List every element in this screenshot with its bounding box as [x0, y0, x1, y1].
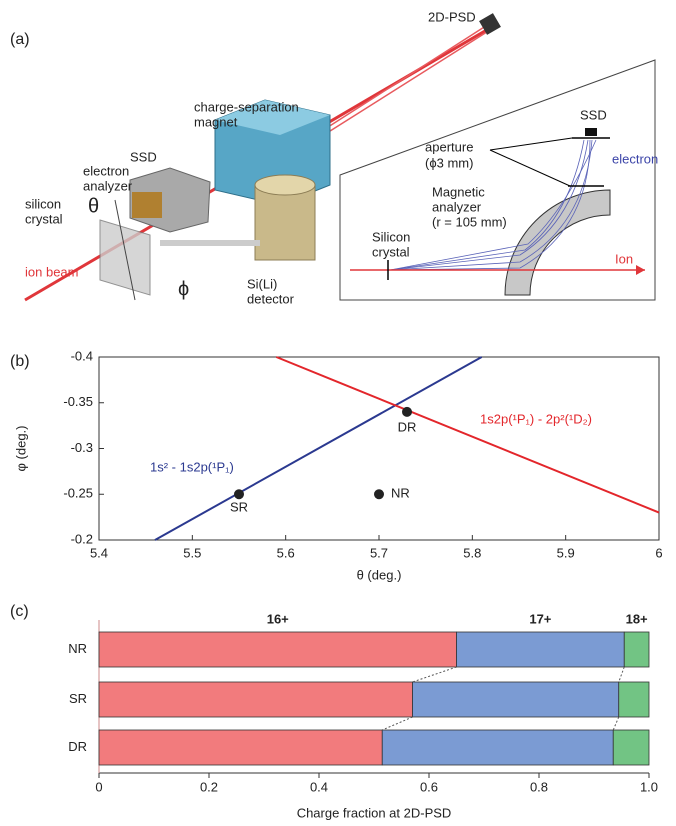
ssd-detector: [585, 128, 597, 136]
y-axis-label: φ (deg.): [13, 425, 28, 471]
label: analyzer: [83, 178, 133, 193]
category-label: DR: [68, 739, 87, 754]
x-tick-label: 5.8: [463, 545, 481, 560]
detector-top: [255, 175, 315, 195]
data-line: [276, 357, 659, 513]
diagram: (a) 2D-PSD charge-separation magnet elec…: [10, 9, 658, 306]
label: magnet: [194, 114, 238, 129]
x-tick-label: 1.0: [640, 779, 658, 794]
detector-body: [255, 185, 315, 260]
connector: [382, 717, 412, 730]
x-tick-label: 0.8: [530, 779, 548, 794]
label: charge-separation: [194, 99, 299, 114]
category-label: NR: [68, 641, 87, 656]
bar-segment: [619, 682, 649, 717]
category-label: SR: [69, 691, 87, 706]
series-label: 17+: [529, 611, 551, 626]
bar-segment: [99, 632, 457, 667]
label: analyzer: [432, 199, 482, 214]
y-tick-label: -0.3: [71, 440, 93, 455]
y-tick-label: -0.35: [63, 394, 93, 409]
label: Ion: [615, 251, 633, 266]
x-tick-label: 6: [655, 545, 662, 560]
bar-segment: [99, 730, 382, 765]
x-tick-label: 5.4: [90, 545, 108, 560]
panel-label: (a): [10, 31, 30, 48]
series-label: 18+: [626, 611, 648, 626]
data-line: [155, 357, 482, 540]
x-tick-label: 5.6: [277, 545, 295, 560]
x-tick-label: 5.9: [557, 545, 575, 560]
figure: (a) 2D-PSD charge-separation magnet elec…: [0, 0, 676, 826]
connector: [413, 667, 457, 682]
label: (r = 105 mm): [432, 214, 507, 229]
label: ϕ: [178, 278, 189, 300]
y-tick-label: -0.25: [63, 486, 93, 501]
connector: [619, 667, 625, 682]
x-tick-label: 0.2: [200, 779, 218, 794]
series-label: 16+: [267, 611, 289, 626]
panel-label: (b): [10, 353, 30, 370]
point: [402, 407, 412, 417]
plot-frame: [99, 357, 659, 540]
label: electron: [612, 151, 658, 166]
point: [234, 489, 244, 499]
panel-label: (c): [10, 603, 29, 620]
x-axis-label: Charge fraction at 2D-PSD: [297, 805, 452, 820]
x-tick-label: 5.5: [183, 545, 201, 560]
label: Si(Li): [247, 276, 277, 291]
bar-segment: [382, 730, 613, 765]
line-label: 1s² - 1s2p(¹P₁): [150, 459, 234, 474]
label: θ: [88, 195, 99, 217]
line-label: 1s2p(¹P₁) - 2p²(¹D₂): [480, 411, 592, 426]
point-label: DR: [398, 419, 417, 434]
bar-segment: [624, 632, 649, 667]
label: crystal: [372, 244, 410, 259]
label: electron: [83, 163, 129, 178]
label: ion beam: [25, 264, 78, 279]
y-tick-label: -0.4: [71, 348, 93, 363]
label: Silicon: [372, 229, 410, 244]
analyzer-coil: [132, 192, 162, 218]
x-axis-label: θ (deg.): [357, 567, 402, 582]
x-tick-label: 0: [95, 779, 102, 794]
bar-segment: [413, 682, 619, 717]
connector: [613, 717, 619, 730]
label: SSD: [580, 107, 607, 122]
x-tick-label: 0.6: [420, 779, 438, 794]
label: (ϕ3 mm): [425, 155, 473, 170]
x-tick-label: 5.7: [370, 545, 388, 560]
bar-segment: [99, 682, 413, 717]
bar-segment: [457, 632, 625, 667]
label: aperture: [425, 139, 473, 154]
label: detector: [247, 291, 295, 306]
label: silicon: [25, 196, 61, 211]
label: Magnetic: [432, 184, 485, 199]
label: 2D-PSD: [428, 9, 476, 24]
detector-rod: [160, 240, 260, 246]
x-tick-label: 0.4: [310, 779, 328, 794]
point: [374, 489, 384, 499]
bar-segment: [613, 730, 649, 765]
point-label: NR: [391, 486, 410, 501]
label: SSD: [130, 149, 157, 164]
label: crystal: [25, 211, 63, 226]
y-tick-label: -0.2: [71, 531, 93, 546]
point-label: SR: [230, 500, 248, 515]
